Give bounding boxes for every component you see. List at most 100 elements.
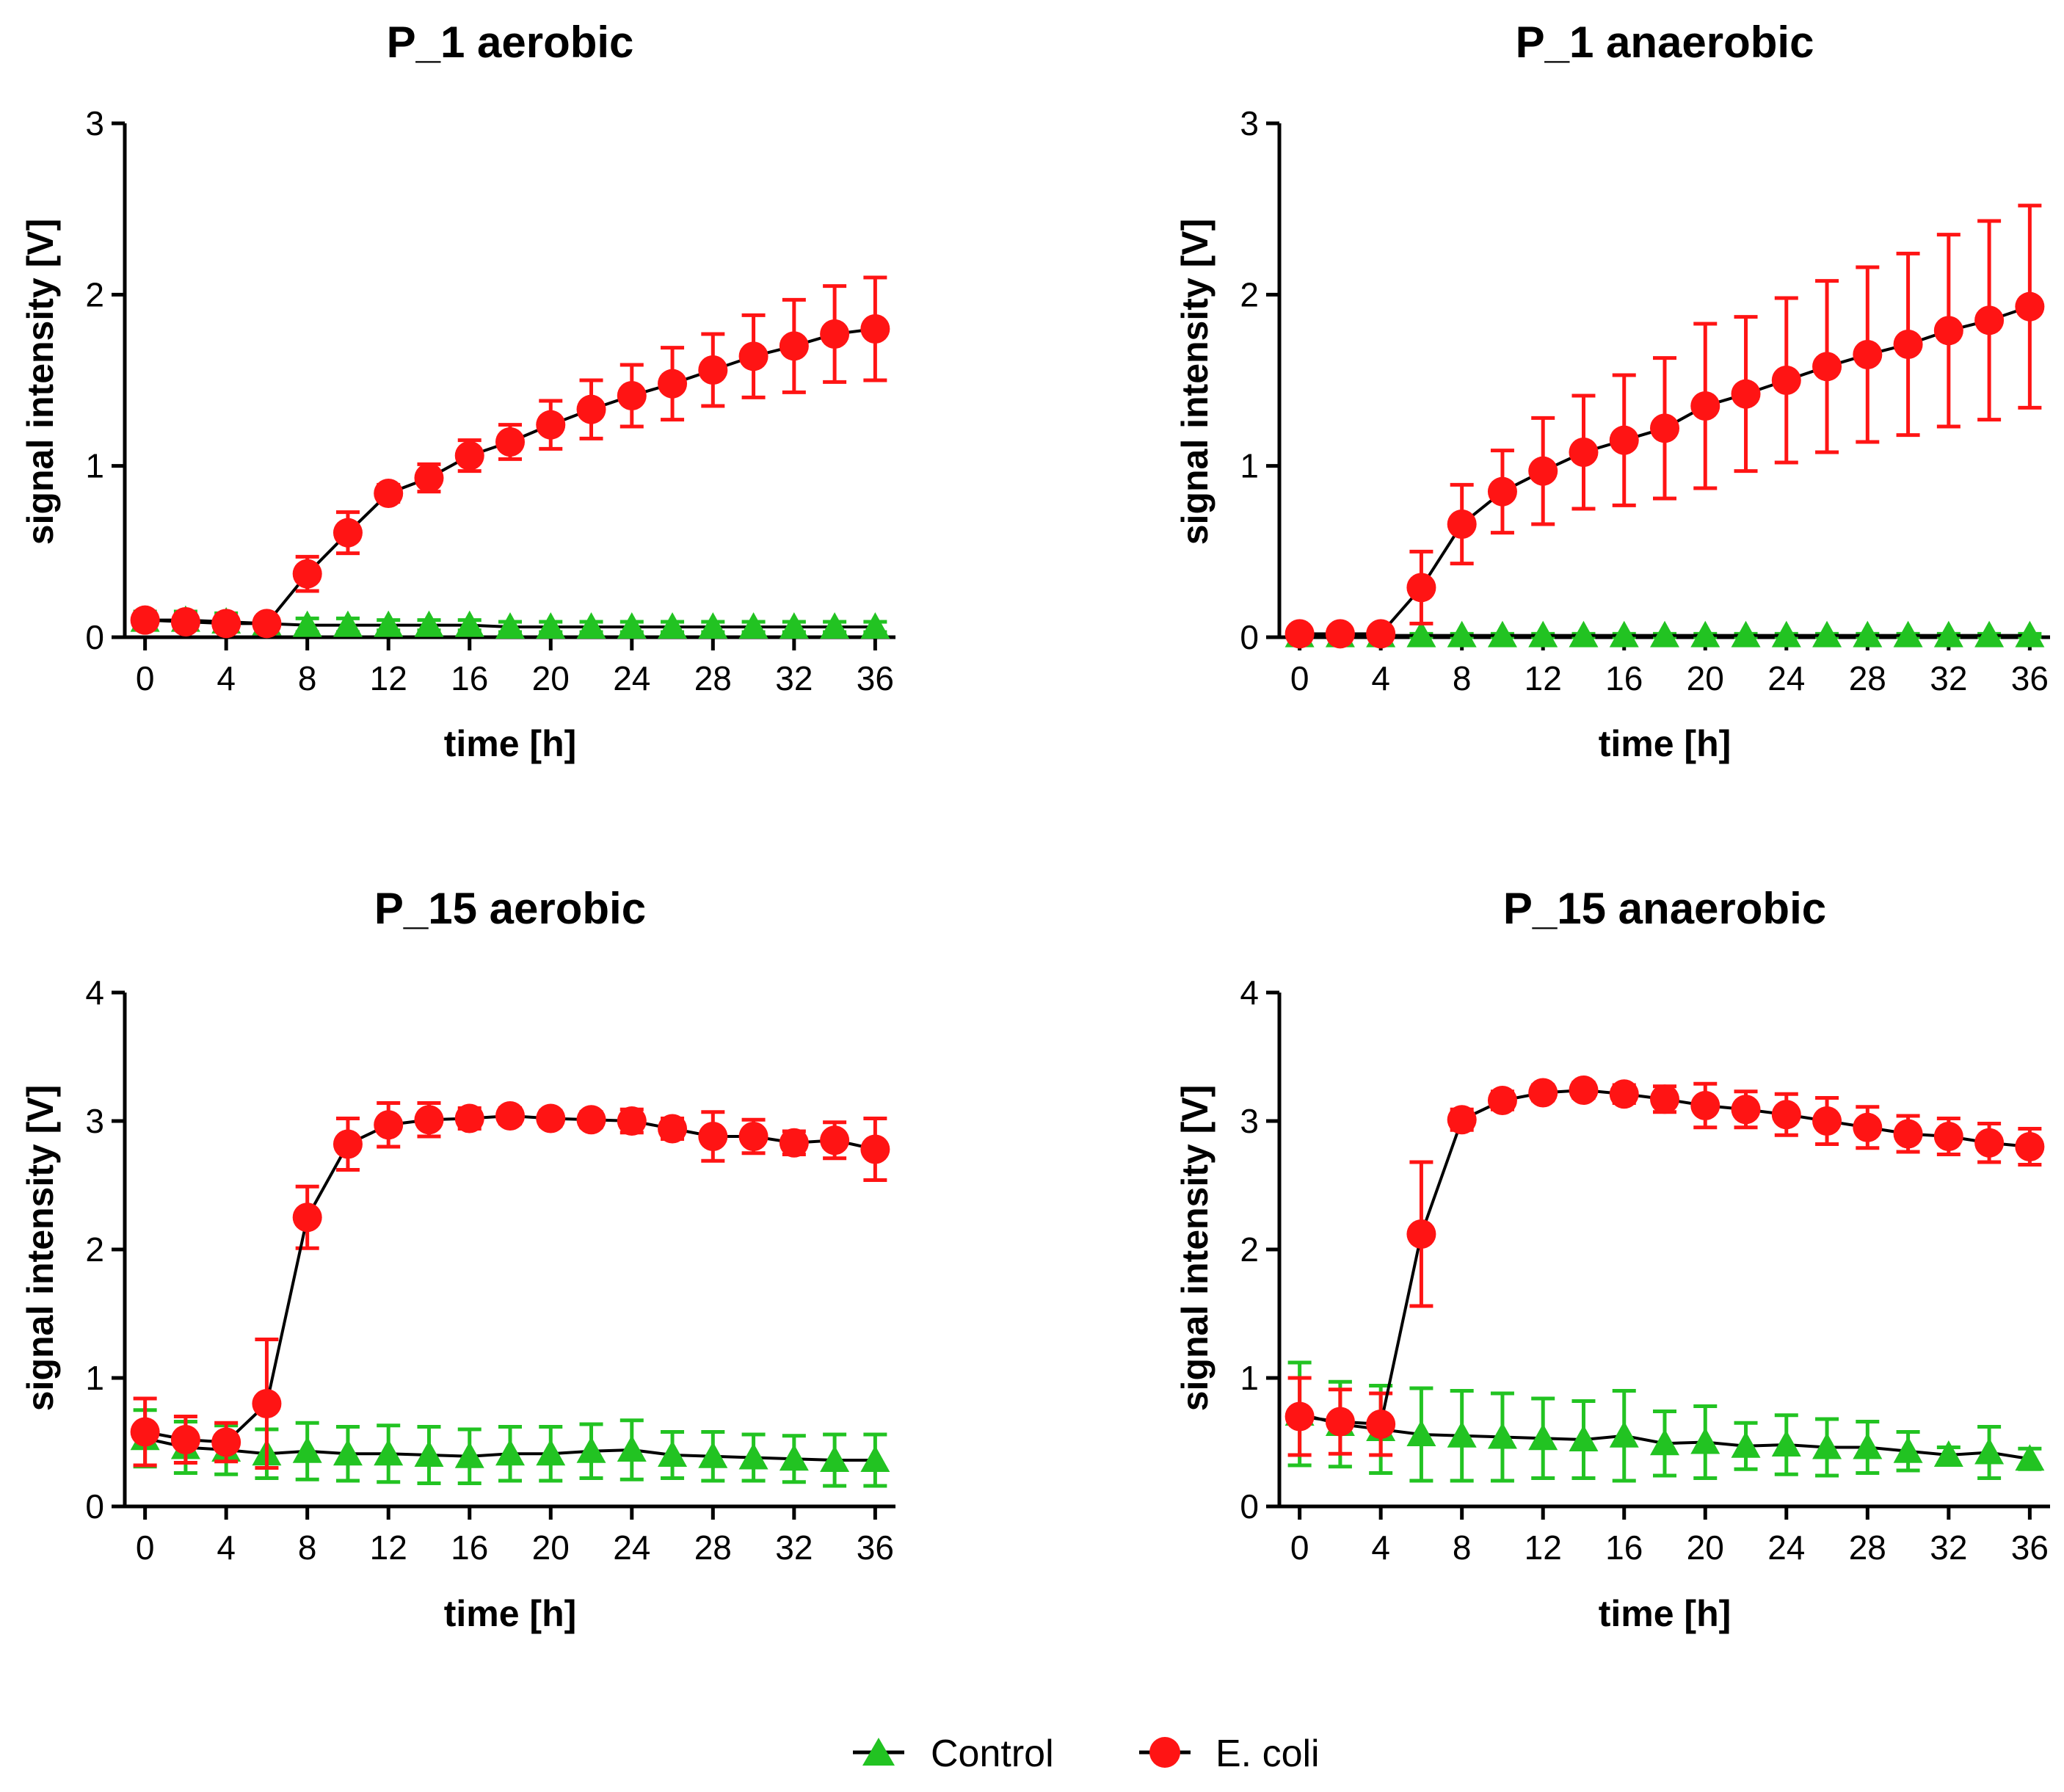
x-tick-label: 0 [136,659,155,697]
data-point [617,1435,647,1462]
y-tick-label: 2 [85,275,104,313]
data-point [1933,1440,1963,1467]
data-point [2015,291,2045,322]
data-point [130,605,160,635]
chart-title: P_15 aerobic [374,884,646,933]
data-point [1974,620,2005,647]
data-point [1325,619,1355,649]
data-point [617,612,647,639]
data-point [495,1101,525,1131]
data-point [1731,1431,1761,1458]
data-point [1853,1432,1883,1459]
legend: Control E. coli [853,1733,1320,1775]
data-point [495,427,525,457]
data-point [658,369,688,399]
x-tick-label: 16 [1605,659,1643,697]
data-point [820,1445,850,1472]
data-point [1366,1410,1396,1439]
data-point [1284,619,1315,649]
x-tick-label: 24 [613,1528,650,1567]
x-tick-label: 0 [136,1528,155,1567]
series-line [145,1114,876,1444]
data-point [576,394,606,424]
data-point [1487,476,1517,507]
data-point [1569,620,1599,647]
data-point [170,1425,200,1454]
data-point [1447,620,1477,647]
x-tick-label: 36 [857,1528,894,1567]
data-point [1569,1075,1599,1105]
data-point [292,1202,322,1233]
x-tick-label: 36 [2011,1528,2049,1567]
data-point [1812,620,1842,647]
y-tick-label: 4 [1240,973,1259,1012]
x-tick-label: 28 [694,659,732,697]
y-tick-label: 3 [85,104,104,142]
x-tick-label: 8 [298,1528,317,1567]
data-point [1528,456,1558,486]
y-tick-label: 3 [1240,1102,1259,1140]
data-point [1609,620,1639,647]
legend-item-ecoli: E. coli [1139,1733,1320,1775]
data-point [1325,1407,1355,1437]
x-tick-label: 36 [857,659,894,697]
data-point [1893,620,1923,647]
x-tick-label: 12 [370,659,407,697]
x-tick-label: 20 [532,659,570,697]
x-tick-label: 12 [370,1528,407,1567]
y-tick-label: 1 [85,447,104,485]
data-point [1569,438,1599,467]
legend-control-label: Control [931,1733,1054,1775]
data-point [1974,1128,2005,1158]
legend-ecoli-marker [1149,1737,1180,1768]
data-point [1366,619,1396,649]
data-point [1731,379,1761,409]
legend-ecoli-label: E. coli [1215,1733,1320,1775]
data-point [779,331,809,361]
y-tick-label: 1 [85,1359,104,1397]
data-point [1406,620,1436,647]
x-tick-label: 12 [1525,659,1562,697]
y-tick-label: 2 [85,1230,104,1269]
data-point [658,1114,688,1144]
y-axis-label: signal intensity [V] [20,1085,61,1412]
x-axis-label: time [h] [1599,1593,1731,1634]
data-point [1650,620,1679,647]
data-point [1771,1100,1801,1130]
data-point [1933,620,1963,647]
data-point [860,1445,890,1472]
data-point [1447,509,1477,539]
data-point [1731,620,1761,647]
y-tick-label: 0 [1240,1487,1259,1526]
data-point [536,612,566,639]
x-tick-label: 8 [1453,1528,1472,1567]
data-point [536,410,566,440]
data-point [536,1439,566,1466]
data-point [1690,1427,1720,1454]
data-point [617,381,647,410]
data-point [1690,391,1720,421]
data-point [1406,1420,1436,1446]
data-point [252,609,282,639]
data-point [1812,1432,1842,1459]
data-point [333,1129,363,1159]
x-tick-label: 12 [1525,1528,1562,1567]
data-point [576,1436,606,1463]
x-tick-label: 28 [1849,1528,1886,1567]
data-point [495,612,525,639]
data-point [698,612,728,639]
x-tick-label: 16 [451,659,488,697]
y-tick-label: 3 [85,1102,104,1140]
chart-title: P_15 anaerobic [1503,884,1826,933]
data-point [1771,366,1801,395]
chart-title: P_1 aerobic [387,18,634,67]
data-point [333,1439,363,1466]
data-point [454,610,484,637]
x-tick-label: 16 [1605,1528,1643,1567]
data-point [1812,352,1842,382]
x-tick-label: 28 [1849,659,1886,697]
